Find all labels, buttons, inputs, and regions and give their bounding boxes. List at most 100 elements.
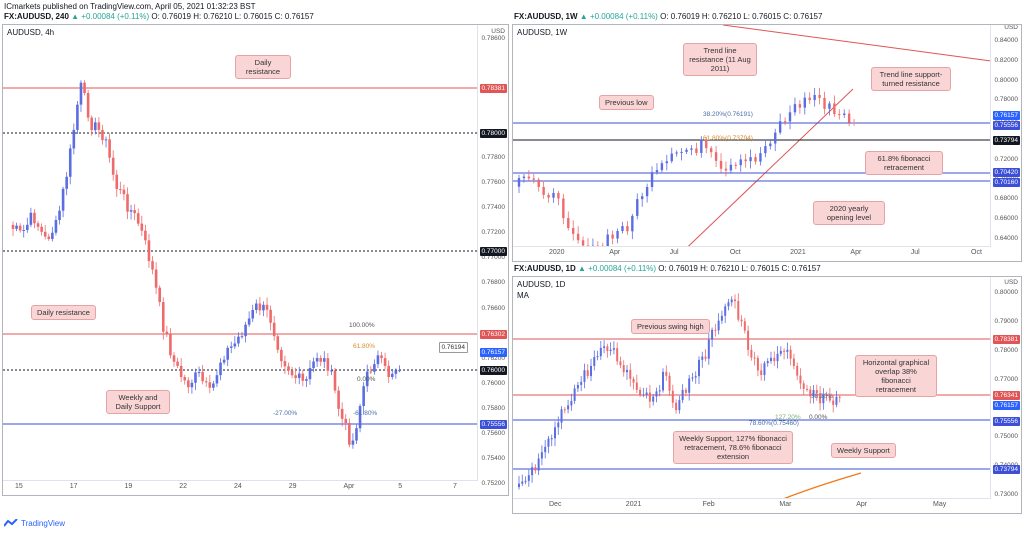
- candle: [847, 113, 851, 123]
- indicator-label[interactable]: MA: [517, 291, 529, 300]
- candle: [743, 321, 746, 331]
- x-tick: 2021: [790, 249, 806, 256]
- candle: [760, 370, 763, 376]
- candle: [197, 372, 201, 374]
- candle: [15, 225, 18, 229]
- candle: [622, 365, 625, 373]
- candle: [522, 176, 526, 179]
- candle: [58, 210, 61, 221]
- fib-label: -27.00%: [273, 410, 298, 417]
- candle: [290, 370, 294, 376]
- symbol[interactable]: FX:AUDUSD, 240: [4, 12, 69, 21]
- note: Weekly Support, 127% fibonacci retraceme…: [673, 431, 793, 464]
- symbol[interactable]: FX:AUDUSD, 1W: [514, 12, 578, 21]
- candle: [61, 188, 65, 211]
- candle: [265, 304, 269, 310]
- note: 2020 yearly opening level: [813, 201, 885, 225]
- candle: [201, 372, 204, 382]
- price-axis[interactable]: USD 0.800000.790000.780000.770000.760000…: [990, 277, 1021, 499]
- candle: [365, 371, 369, 387]
- candle: [606, 346, 609, 352]
- price-tag: 0.76194: [438, 342, 468, 353]
- candle: [576, 384, 579, 389]
- candle: [97, 122, 101, 130]
- candle: [714, 329, 717, 331]
- candles-4h: [3, 80, 478, 449]
- fib-label: 61.80%: [353, 343, 376, 350]
- candle: [799, 375, 802, 384]
- candle: [179, 365, 183, 378]
- ohlc: O: 0.76019 H: 0.76210 L: 0.76015 C: 0.76…: [658, 264, 821, 273]
- candle: [51, 232, 54, 239]
- time-axis[interactable]: 15 17 19 22 24 29 Apr 5 7: [3, 480, 478, 495]
- candle: [681, 389, 684, 401]
- candle: [616, 231, 619, 239]
- symbol[interactable]: FX:AUDUSD, 1D: [514, 264, 576, 273]
- candle: [376, 355, 380, 365]
- y-tick: 0.77200: [481, 229, 506, 237]
- x-tick: Oct: [971, 249, 982, 256]
- candle: [65, 176, 68, 189]
- y-tick: 0.77800: [481, 154, 506, 162]
- candle: [808, 97, 811, 101]
- note: Daily resistance: [235, 55, 291, 79]
- candle: [626, 369, 628, 373]
- price-tag: 0.76157: [992, 401, 1020, 410]
- candle: [818, 94, 821, 98]
- candle: [165, 331, 169, 335]
- candle: [136, 213, 140, 224]
- candle: [212, 383, 215, 388]
- y-tick: 0.77600: [481, 179, 506, 187]
- y-tick: 0.77000: [481, 254, 506, 262]
- candle: [190, 382, 194, 388]
- price-tag: 0.78000: [479, 129, 507, 138]
- note: 61.8% fibonacci retracement: [865, 151, 943, 175]
- x-tick: 2021: [625, 501, 642, 508]
- candle: [68, 148, 72, 177]
- candle: [563, 409, 566, 411]
- x-tick: Jul: [669, 249, 679, 256]
- candle: [337, 390, 340, 409]
- candle: [749, 157, 752, 162]
- candle: [294, 375, 297, 378]
- right-bottom-header: FX:AUDUSD, 1D ▲ +0.00084 (+0.11%) O: 0.7…: [514, 264, 821, 273]
- ohlc: O: 0.76019 H: 0.76210 L: 0.76015 C: 0.76…: [660, 12, 823, 21]
- candle: [308, 368, 312, 380]
- candle: [22, 229, 26, 231]
- x-tick: Dec: [549, 501, 562, 508]
- candle: [776, 353, 779, 362]
- price-tag: 0.70160: [992, 178, 1020, 187]
- tradingview-logo[interactable]: TradingView: [4, 519, 65, 528]
- candle: [521, 481, 524, 484]
- chart-4h[interactable]: AUDUSD, 4h USD 0.78600 0.78000 0.77800 0.7…: [2, 24, 509, 496]
- chart-1d[interactable]: AUDUSD, 1D MA USD 0.80000 0.79000 0.78000 0…: [512, 276, 1022, 514]
- chart-1w[interactable]: AUDUSD, 1W USD 0.84000 0.82000 0.80000 0.78…: [512, 24, 1022, 262]
- candle: [280, 349, 283, 362]
- candle: [694, 376, 697, 378]
- price-tag: 0.73794: [992, 136, 1020, 145]
- y-tick: 0.66000: [994, 215, 1019, 223]
- candle: [668, 375, 671, 391]
- price-tag: 0.76000: [479, 366, 507, 375]
- candle: [779, 350, 782, 354]
- candle: [518, 483, 520, 488]
- candle: [759, 153, 762, 162]
- candle: [756, 357, 759, 371]
- candle: [369, 371, 373, 373]
- time-axis[interactable]: Dec 2021 Feb Mar Apr May: [513, 498, 991, 513]
- candle: [276, 336, 280, 350]
- candle: [812, 390, 815, 397]
- time-axis[interactable]: 2020 Apr Jul Oct 2021 Apr Jul Oct: [513, 246, 991, 261]
- candle: [838, 396, 841, 398]
- candle: [187, 380, 190, 388]
- y-tick: 0.76200: [481, 354, 506, 362]
- candle: [151, 261, 154, 270]
- y-tick: 0.78600: [481, 35, 506, 42]
- candle: [819, 393, 822, 404]
- right-top-header: FX:AUDUSD, 1W ▲ +0.00084 (+0.11%) O: 0.7…: [514, 12, 822, 21]
- candle: [590, 365, 592, 377]
- logo-icon: [4, 519, 18, 527]
- chart-title: AUDUSD, 4h: [7, 28, 55, 37]
- y-tick: 0.82000: [994, 56, 1019, 64]
- candle: [727, 302, 730, 307]
